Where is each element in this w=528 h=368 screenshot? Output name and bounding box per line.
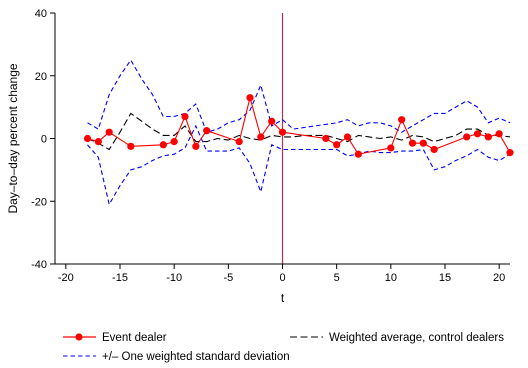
event-dealer-point: [159, 141, 167, 149]
event-dealer-point: [495, 130, 503, 138]
event-dealer-point: [408, 139, 417, 147]
event-dealer-point: [127, 142, 135, 150]
event-dealer-point: [246, 94, 254, 102]
event-dealer-point: [257, 133, 265, 141]
x-tick-label: 10: [385, 272, 397, 284]
legend: Event dealer Weighted average, control de…: [63, 332, 504, 363]
std-upper-line: [87, 59, 511, 133]
std-lower-line: [87, 124, 511, 206]
x-tick-label: 0: [279, 272, 285, 284]
event-dealer-point: [473, 130, 482, 138]
event-dealer-point: [105, 128, 113, 136]
event-dealer-point: [170, 138, 178, 146]
event-dealer-point: [203, 127, 211, 135]
control-average-line: [87, 112, 511, 151]
event-dealer-point: [268, 117, 276, 125]
x-tick-label: 5: [334, 272, 340, 284]
y-tick-label: 20: [35, 71, 47, 83]
axes: -40 -20 0 20 40 -20 -15 -10 -5 0 5 10 15 20 t Day–to–da…: [6, 8, 510, 305]
event-dealer-line: [87, 95, 511, 155]
event-dealer-point: [94, 138, 102, 146]
event-dealer-point: [322, 134, 330, 143]
event-dealer-point: [430, 145, 438, 154]
plot-lines: [83, 13, 514, 264]
event-dealer-point: [387, 144, 395, 152]
x-tick-label: 20: [493, 272, 505, 284]
event-dealer-point: [506, 149, 514, 157]
y-axis-label: Day–to–day percent change: [6, 63, 20, 213]
legend-event-label: Event dealer: [102, 332, 167, 344]
event-dealer-point: [398, 116, 406, 124]
x-axis-label: t: [281, 291, 285, 305]
y-tick-label: -20: [31, 196, 47, 208]
legend-event-marker: [75, 333, 83, 341]
event-dealer-point: [181, 112, 189, 121]
x-tick-label: -15: [112, 272, 128, 284]
event-dealer-point: [354, 150, 362, 158]
x-tick-label: -5: [223, 272, 233, 284]
x-tick-label: 15: [439, 272, 451, 284]
event-dealer-point: [278, 128, 287, 136]
event-dealer-point: [419, 139, 427, 147]
event-dealer-point: [83, 134, 92, 143]
legend-std-label: +/– One weighted standard deviation: [102, 351, 290, 363]
legend-control-label: Weighted average, control dealers: [329, 332, 504, 344]
event-dealer-point: [463, 133, 471, 141]
x-tick-label: -20: [58, 272, 74, 284]
y-tick-label: 0: [41, 134, 47, 146]
y-tick-label: -40: [31, 259, 47, 271]
x-tick-label: -10: [166, 272, 182, 284]
event-dealer-point: [343, 133, 352, 141]
event-dealer-point: [484, 133, 492, 141]
event-dealer-point: [192, 142, 200, 150]
event-dealer-point: [333, 141, 341, 149]
y-tick-label: 40: [35, 8, 47, 20]
event-dealer-point: [235, 138, 243, 146]
